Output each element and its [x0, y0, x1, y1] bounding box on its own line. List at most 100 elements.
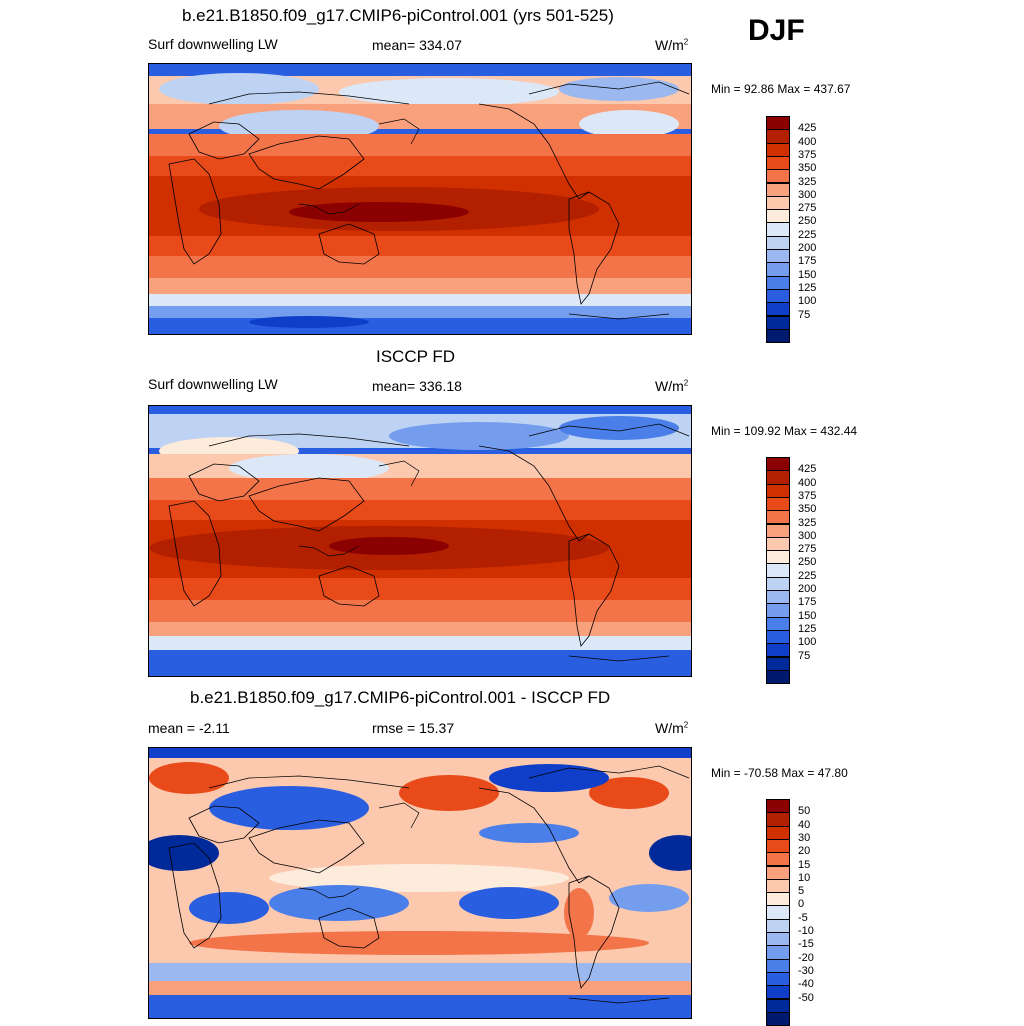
- colorbar-tick-label: 250: [798, 556, 817, 569]
- panel-2-map: [148, 405, 692, 677]
- panel-2-title: ISCCP FD: [376, 347, 456, 366]
- colorbar-tick-label: 350: [798, 162, 817, 175]
- colorbar-swatch: [766, 195, 790, 211]
- colorbar-swatch: [766, 523, 790, 538]
- colorbar-tick-label: 75: [798, 308, 811, 321]
- colorbar-tick-label: 75: [798, 649, 811, 662]
- colorbar-swatch: [766, 669, 790, 685]
- colorbar-swatch: [766, 958, 790, 973]
- colorbar-tick-label: -5: [798, 911, 808, 924]
- panel-2-units: W/m2: [655, 378, 689, 394]
- colorbar-tick-label: 100: [798, 636, 817, 649]
- panel-2-minmax: Min = 109.92 Max = 432.44: [711, 424, 858, 438]
- colorbar-tick-label: 375: [798, 489, 817, 502]
- colorbar-swatch: [766, 865, 790, 880]
- colorbar-swatch: [766, 457, 790, 472]
- colorbar-tick-label: 175: [798, 255, 817, 268]
- colorbar-swatch: [766, 799, 790, 814]
- colorbar-swatch: [766, 656, 790, 671]
- colorbar-swatch: [766, 878, 790, 894]
- colorbar-tick-label: 125: [798, 281, 817, 294]
- colorbar-swatch: [766, 129, 790, 144]
- panel-1-title: b.e21.B1850.f09_g17.CMIP6-piControl.001 …: [182, 6, 614, 25]
- colorbar-tick-label: 50: [798, 805, 811, 818]
- panel-1-minmax: Min = 92.86 Max = 437.67: [711, 82, 851, 96]
- colorbar-tick-label: 425: [798, 122, 817, 135]
- colorbar-swatch: [766, 998, 790, 1013]
- colorbar-tick-label: -20: [798, 951, 814, 964]
- panel-1-mean-label: mean= 334.07: [372, 37, 462, 53]
- colorbar-tick-label: 300: [798, 529, 817, 542]
- colorbar-swatch: [766, 222, 790, 237]
- panel-3-mean-label: mean = -2.11: [148, 720, 230, 736]
- colorbar-tick-label: 30: [798, 831, 811, 844]
- colorbar-swatch: [766, 629, 790, 645]
- colorbar-swatch: [766, 483, 790, 498]
- colorbar-swatch: [766, 496, 790, 512]
- colorbar-swatch: [766, 275, 790, 290]
- colorbar-tick-label: 150: [798, 609, 817, 622]
- colorbar-tick-label: 250: [798, 215, 817, 228]
- colorbar-tick-label: 15: [798, 858, 811, 871]
- colorbar-tick-label: 375: [798, 148, 817, 161]
- colorbar-tick-label: 225: [798, 569, 817, 582]
- panel-2-mean-label: mean= 336.18: [372, 378, 462, 394]
- colorbar-swatch: [766, 905, 790, 920]
- colorbar-tick-label: 300: [798, 188, 817, 201]
- panel-3-minmax: Min = -70.58 Max = 47.80: [711, 766, 848, 780]
- colorbar-tick-label: 325: [798, 175, 817, 188]
- colorbar-swatch: [766, 302, 790, 317]
- panel-3-map: [148, 747, 692, 1019]
- colorbar-swatch: [766, 945, 790, 960]
- colorbar-swatch: [766, 116, 790, 131]
- panel-3-units: W/m2: [655, 720, 689, 736]
- colorbar-swatch: [766, 838, 790, 854]
- colorbar-tick-label: 0: [798, 898, 805, 911]
- colorbar-swatch: [766, 262, 790, 277]
- colorbar-tick-label: 275: [798, 202, 817, 215]
- colorbar-tick-label: 400: [798, 476, 817, 489]
- colorbar-tick-label: 100: [798, 295, 817, 308]
- colorbar-swatch: [766, 510, 790, 525]
- colorbar-swatch: [766, 169, 790, 184]
- colorbar-tick-label: 400: [798, 135, 817, 148]
- colorbar-swatch: [766, 852, 790, 867]
- colorbar-tick-label: 200: [798, 242, 817, 254]
- colorbar-swatch: [766, 892, 790, 907]
- colorbar-swatch: [766, 315, 790, 330]
- panel-1-variable-label: Surf downwelling LW: [148, 36, 278, 52]
- colorbar-tick-label: 350: [798, 503, 817, 516]
- panel-1-map: [148, 63, 692, 335]
- colorbar-swatch: [766, 235, 790, 250]
- colorbar-swatch: [766, 616, 790, 631]
- colorbar-tick-label: -15: [798, 938, 814, 951]
- colorbar-tick-label: -40: [798, 978, 814, 991]
- colorbar-tick-label: -50: [798, 991, 814, 1004]
- panel-3-title: b.e21.B1850.f09_g17.CMIP6-piControl.001 …: [190, 688, 611, 707]
- colorbar-swatch: [766, 603, 790, 618]
- colorbar-tick-label: 425: [798, 463, 817, 476]
- colorbar-swatch: [766, 825, 790, 840]
- colorbar-tick-label: 200: [798, 583, 817, 595]
- panel-1-units: W/m2: [655, 37, 689, 53]
- colorbar-tick-label: 225: [798, 228, 817, 241]
- colorbar-tick-label: 10: [798, 871, 811, 884]
- colorbar-swatch: [766, 985, 790, 1000]
- colorbar-tick-label: 150: [798, 268, 817, 281]
- colorbar-tick-label: 125: [798, 622, 817, 635]
- colorbar-swatch: [766, 812, 790, 827]
- colorbar-tick-label: -30: [798, 964, 814, 977]
- colorbar-swatch: [766, 155, 790, 171]
- season-label: DJF: [748, 14, 805, 47]
- colorbar-swatch: [766, 182, 790, 197]
- colorbar-swatch: [766, 550, 790, 565]
- colorbar-swatch: [766, 576, 790, 591]
- panel-2-variable-label: Surf downwelling LW: [148, 376, 278, 392]
- colorbar-swatch: [766, 328, 790, 344]
- panel-3-rmse-label: rmse = 15.37: [372, 720, 455, 736]
- colorbar-tick-label: 325: [798, 516, 817, 529]
- colorbar-swatch: [766, 918, 790, 933]
- colorbar-swatch: [766, 932, 790, 947]
- colorbar-swatch: [766, 643, 790, 658]
- colorbar-tick-label: 175: [798, 596, 817, 609]
